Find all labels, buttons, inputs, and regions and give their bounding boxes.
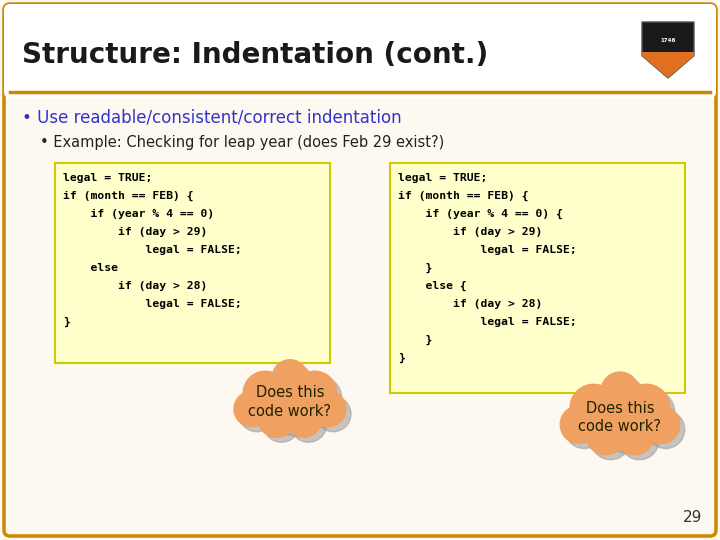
Text: Does this
code work?: Does this code work?	[578, 401, 662, 434]
Circle shape	[248, 376, 292, 420]
Circle shape	[620, 421, 659, 460]
Text: if (day > 29): if (day > 29)	[398, 227, 542, 237]
Text: 1746: 1746	[660, 37, 675, 43]
Text: legal = FALSE;: legal = FALSE;	[63, 245, 242, 255]
Text: if (year % 4 == 0) {: if (year % 4 == 0) {	[398, 209, 563, 219]
Circle shape	[310, 392, 346, 427]
Circle shape	[259, 369, 320, 430]
Text: }: }	[63, 317, 70, 327]
Circle shape	[293, 371, 337, 415]
Text: Does this
code work?: Does this code work?	[248, 386, 331, 419]
Text: if (day > 28): if (day > 28)	[63, 281, 207, 291]
Text: legal = FALSE;: legal = FALSE;	[398, 317, 577, 327]
Circle shape	[285, 401, 322, 437]
Bar	[390, 163, 685, 393]
Circle shape	[243, 371, 287, 415]
Circle shape	[570, 384, 617, 431]
FancyBboxPatch shape	[4, 4, 716, 98]
Circle shape	[623, 384, 670, 431]
Circle shape	[593, 387, 657, 453]
Text: if (month == FEB) {: if (month == FEB) {	[398, 191, 528, 201]
Circle shape	[290, 406, 327, 442]
Circle shape	[647, 410, 685, 449]
Circle shape	[591, 421, 630, 460]
Bar	[55, 163, 330, 363]
Circle shape	[642, 406, 680, 443]
Circle shape	[264, 374, 325, 436]
Text: Structure: Indentation (cont.): Structure: Indentation (cont.)	[22, 41, 488, 69]
Circle shape	[606, 377, 644, 415]
Circle shape	[575, 389, 622, 436]
Circle shape	[586, 416, 625, 455]
Text: • Use readable/consistent/correct indentation: • Use readable/consistent/correct indent…	[22, 109, 402, 127]
Circle shape	[565, 410, 603, 449]
Text: }: }	[398, 335, 433, 345]
Circle shape	[277, 364, 312, 400]
Circle shape	[263, 406, 300, 442]
Circle shape	[560, 406, 598, 443]
Text: 29: 29	[683, 510, 702, 525]
Circle shape	[628, 389, 675, 436]
Circle shape	[239, 396, 274, 432]
Circle shape	[615, 416, 654, 455]
Text: legal = TRUE;: legal = TRUE;	[63, 173, 153, 183]
Circle shape	[315, 396, 351, 432]
FancyBboxPatch shape	[4, 4, 716, 536]
Text: legal = FALSE;: legal = FALSE;	[63, 299, 242, 309]
Text: if (year % 4 == 0): if (year % 4 == 0)	[63, 209, 215, 219]
Text: }: }	[398, 263, 433, 273]
Circle shape	[272, 360, 307, 395]
Text: if (day > 28): if (day > 28)	[398, 299, 542, 309]
Text: }: }	[398, 353, 405, 363]
Circle shape	[588, 382, 652, 448]
Circle shape	[258, 401, 295, 437]
Circle shape	[601, 372, 639, 410]
Text: if (month == FEB) {: if (month == FEB) {	[63, 191, 194, 201]
Text: • Example: Checking for leap year (does Feb 29 exist?): • Example: Checking for leap year (does …	[40, 136, 444, 151]
Text: legal = TRUE;: legal = TRUE;	[398, 173, 487, 183]
Circle shape	[297, 376, 342, 420]
Circle shape	[234, 392, 269, 427]
Text: else: else	[63, 263, 118, 273]
Text: if (day > 29): if (day > 29)	[63, 227, 207, 237]
Polygon shape	[642, 22, 694, 78]
Text: legal = FALSE;: legal = FALSE;	[398, 245, 577, 255]
Text: else {: else {	[398, 281, 467, 291]
Polygon shape	[642, 52, 694, 78]
